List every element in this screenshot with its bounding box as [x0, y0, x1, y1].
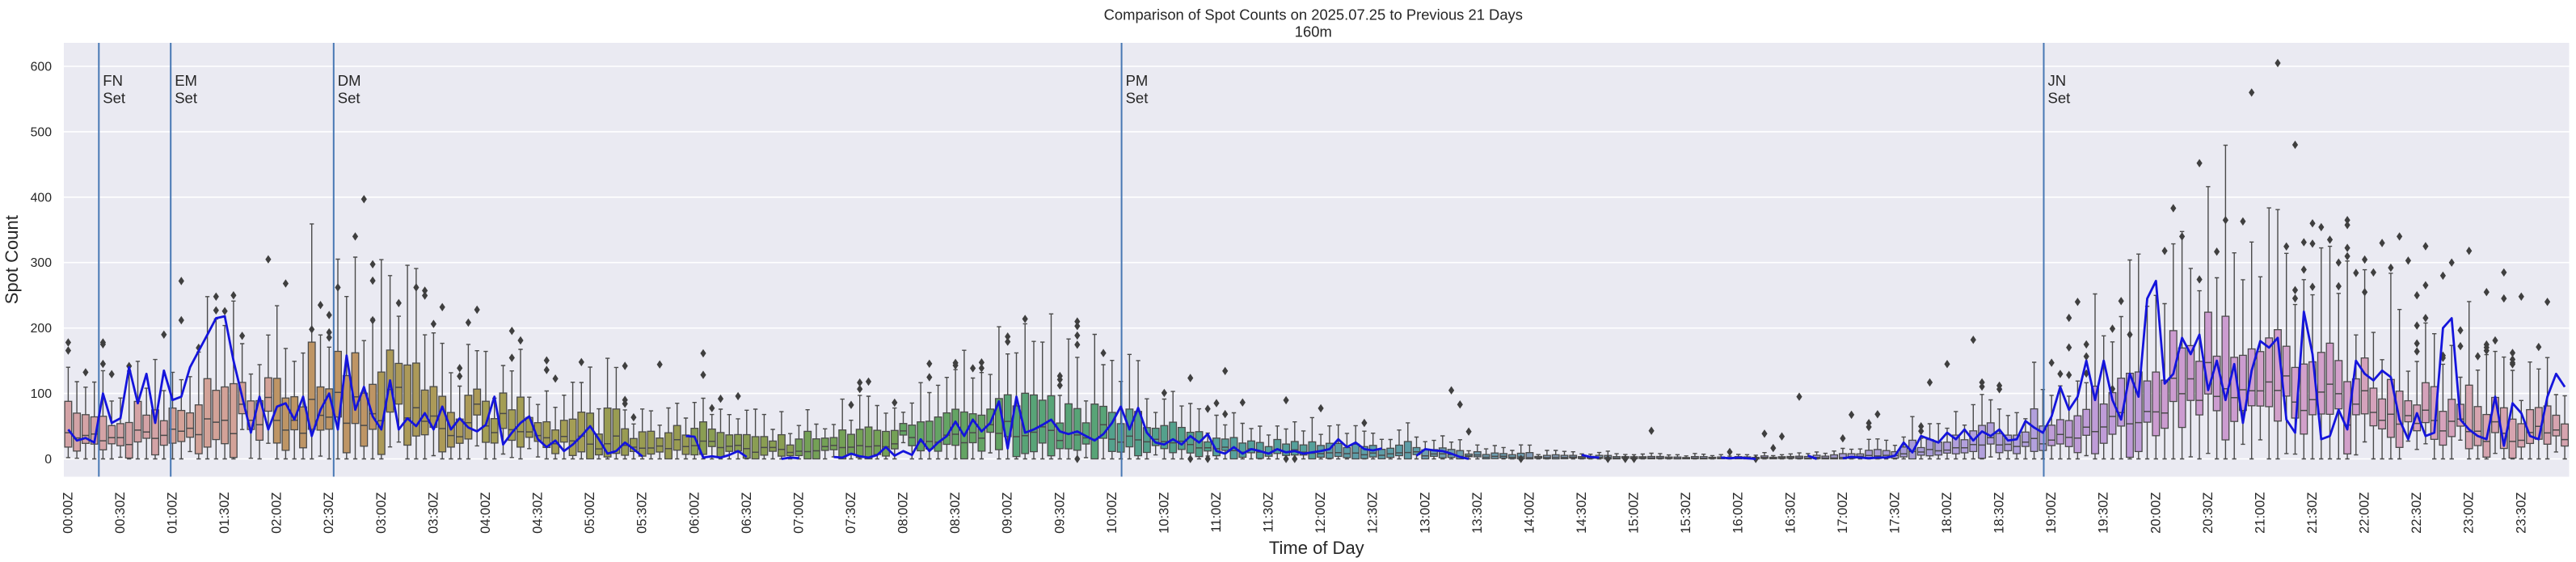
svg-text:600: 600 [31, 61, 53, 74]
svg-text:20:30Z: 20:30Z [2201, 492, 2216, 534]
svg-text:160m: 160m [1295, 23, 1332, 40]
svg-text:400: 400 [31, 191, 53, 205]
svg-text:01:00Z: 01:00Z [166, 492, 180, 534]
svg-text:15:00Z: 15:00Z [1627, 492, 1642, 534]
svg-text:03:00Z: 03:00Z [374, 492, 389, 534]
svg-text:22:00Z: 22:00Z [2358, 492, 2372, 534]
svg-text:Set: Set [338, 90, 360, 107]
svg-text:07:00Z: 07:00Z [791, 492, 806, 534]
svg-text:300: 300 [31, 256, 53, 270]
svg-text:500: 500 [31, 125, 53, 139]
svg-text:Set: Set [2048, 90, 2071, 107]
svg-text:15:30Z: 15:30Z [1679, 492, 1693, 534]
svg-text:19:30Z: 19:30Z [2097, 492, 2111, 534]
svg-text:02:00Z: 02:00Z [270, 492, 285, 534]
svg-text:01:30Z: 01:30Z [217, 492, 232, 534]
svg-text:Set: Set [175, 90, 197, 107]
svg-text:23:00Z: 23:00Z [2462, 492, 2477, 534]
svg-text:16:30Z: 16:30Z [1783, 492, 1798, 534]
svg-text:14:00Z: 14:00Z [1522, 492, 1537, 534]
svg-text:16:00Z: 16:00Z [1731, 492, 1746, 534]
svg-text:EM: EM [175, 72, 197, 89]
svg-text:0: 0 [44, 453, 52, 467]
svg-text:22:30Z: 22:30Z [2409, 492, 2424, 534]
svg-text:17:30Z: 17:30Z [1887, 492, 1902, 534]
svg-text:Set: Set [103, 90, 125, 107]
svg-text:23:30Z: 23:30Z [2514, 492, 2528, 534]
svg-text:Set: Set [1126, 90, 1149, 107]
svg-text:11:00Z: 11:00Z [1209, 492, 1224, 533]
svg-text:DM: DM [338, 72, 361, 89]
svg-text:19:00Z: 19:00Z [2044, 492, 2059, 534]
svg-text:09:00Z: 09:00Z [1001, 492, 1015, 534]
svg-text:08:30Z: 08:30Z [948, 492, 963, 534]
svg-text:12:00Z: 12:00Z [1313, 492, 1328, 534]
svg-text:Time of Day: Time of Day [1269, 538, 1364, 558]
svg-text:05:30Z: 05:30Z [635, 492, 650, 534]
svg-text:Comparison of Spot Counts on 2: Comparison of Spot Counts on 2025.07.25 … [1104, 6, 1523, 23]
svg-text:14:30Z: 14:30Z [1575, 492, 1589, 534]
svg-text:00:30Z: 00:30Z [113, 492, 128, 534]
svg-text:05:00Z: 05:00Z [583, 492, 597, 534]
svg-text:17:00Z: 17:00Z [1836, 492, 1850, 534]
svg-text:06:00Z: 06:00Z [687, 492, 702, 534]
svg-text:00:00Z: 00:00Z [61, 492, 75, 534]
svg-text:20:00Z: 20:00Z [2148, 492, 2163, 534]
svg-text:04:00Z: 04:00Z [479, 492, 493, 534]
svg-text:PM: PM [1126, 72, 1149, 89]
svg-text:FN: FN [103, 72, 123, 89]
svg-text:21:00Z: 21:00Z [2253, 492, 2267, 534]
svg-text:18:00Z: 18:00Z [1940, 492, 1954, 534]
svg-text:Spot Count: Spot Count [2, 215, 22, 304]
svg-text:03:30Z: 03:30Z [426, 492, 441, 534]
svg-text:11:30Z: 11:30Z [1262, 492, 1276, 533]
svg-text:100: 100 [31, 387, 53, 401]
svg-text:18:30Z: 18:30Z [1992, 492, 2007, 534]
svg-text:21:30Z: 21:30Z [2305, 492, 2320, 534]
svg-text:02:30Z: 02:30Z [322, 492, 336, 534]
svg-text:13:00Z: 13:00Z [1418, 492, 1432, 534]
svg-text:200: 200 [31, 322, 53, 336]
svg-text:JN: JN [2048, 72, 2067, 89]
svg-text:08:00Z: 08:00Z [896, 492, 911, 534]
svg-text:04:30Z: 04:30Z [531, 492, 546, 534]
svg-text:09:30Z: 09:30Z [1052, 492, 1067, 534]
svg-text:13:30Z: 13:30Z [1470, 492, 1485, 534]
svg-text:06:30Z: 06:30Z [740, 492, 754, 534]
svg-text:12:30Z: 12:30Z [1366, 492, 1381, 534]
svg-text:07:30Z: 07:30Z [844, 492, 858, 534]
svg-text:10:30Z: 10:30Z [1157, 492, 1171, 534]
svg-text:10:00Z: 10:00Z [1105, 492, 1119, 534]
